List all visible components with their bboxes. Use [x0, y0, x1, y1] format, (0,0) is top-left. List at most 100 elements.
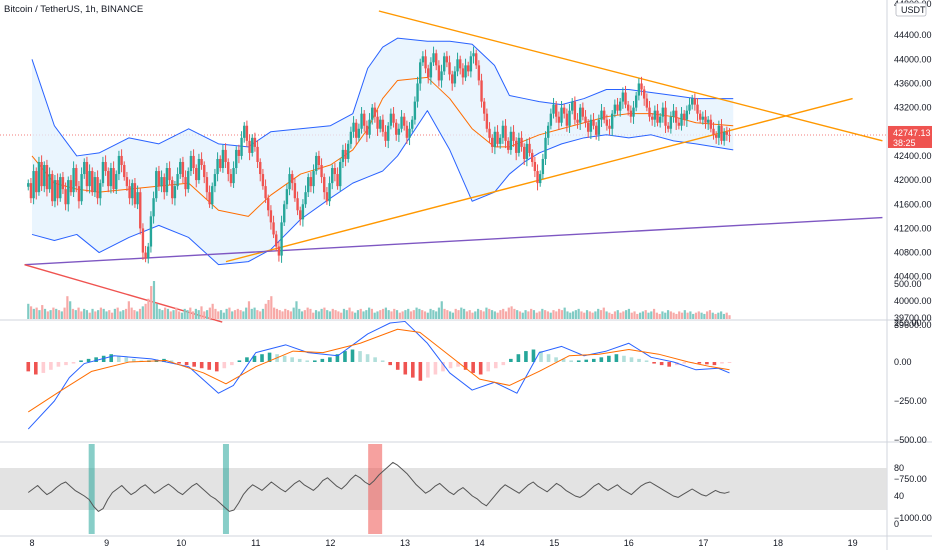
volume-bar [395, 310, 399, 319]
macd-histogram-bar [86, 358, 91, 362]
volume-bar [169, 311, 172, 319]
volume-bar [423, 311, 427, 319]
volume-bar [46, 311, 49, 319]
volume-bar [38, 310, 41, 319]
volume-bar [71, 308, 75, 319]
candle-body [594, 125, 598, 135]
volume-bar [577, 308, 580, 319]
candle-body [365, 125, 369, 135]
volume-bar [499, 310, 502, 319]
candle-body [283, 204, 286, 223]
volume-bar [197, 310, 200, 319]
candle-body [357, 128, 361, 138]
candle-body [661, 107, 665, 117]
volume-bar [376, 311, 379, 319]
macd-histogram-bar [629, 357, 634, 362]
candle-body [491, 137, 494, 147]
candle-body [323, 177, 326, 193]
macd-histogram-bar [109, 354, 114, 362]
candle-body [392, 113, 395, 123]
candle-body [187, 171, 190, 190]
volume-bar [267, 300, 270, 319]
macd-histogram-bar [64, 362, 68, 366]
candle-body [461, 68, 465, 78]
candle-body [536, 171, 539, 184]
price-tick-label: 43200.00 [894, 103, 932, 113]
macd-histogram-bar [199, 362, 204, 369]
candle-body [549, 113, 553, 126]
volume-bar [340, 312, 343, 319]
volume-bar [52, 307, 55, 319]
volume-bar [379, 310, 382, 319]
candle-body [56, 180, 59, 199]
candle-body [163, 177, 166, 193]
volume-bar [175, 307, 178, 319]
candle-body [581, 107, 585, 117]
time-tick-label: 10 [176, 538, 186, 548]
macd-histogram-bar [358, 351, 362, 362]
volume-bar [180, 312, 184, 319]
candle-body [312, 171, 315, 187]
volume-bar [546, 311, 550, 319]
price-tick-label: 39600.00 [894, 320, 932, 330]
volume-bar [597, 308, 600, 319]
candle-body [589, 119, 593, 132]
volume-bar [130, 307, 133, 319]
candle-body [666, 125, 670, 129]
macd-histogram-bar [584, 359, 589, 362]
candle-body [299, 210, 302, 220]
volume-bar [518, 311, 522, 319]
candle-body [483, 101, 486, 114]
candle-body [443, 56, 446, 72]
volume-bar [102, 308, 105, 319]
volume-bar [119, 311, 122, 319]
candle-body [96, 177, 99, 199]
volume-bar [228, 307, 231, 319]
candle-body [656, 110, 659, 123]
volume-bar [460, 307, 463, 319]
candle-body [123, 165, 126, 178]
price-tick-label: 41200.00 [894, 223, 932, 233]
candle-body [448, 62, 451, 75]
volume-bar [342, 308, 346, 319]
candle-body [637, 83, 641, 96]
volume-bar [694, 312, 698, 319]
volume-bar [557, 308, 561, 319]
volume-bar [507, 307, 510, 319]
macd-histogram-bar [486, 362, 491, 372]
macd-histogram-bar [132, 358, 136, 362]
volume-bar [583, 312, 586, 319]
macd-histogram-bar [297, 358, 302, 362]
bollinger-lower [31, 110, 734, 266]
candle-body [544, 137, 547, 159]
macd-histogram-bar [214, 362, 219, 372]
volume-bar [418, 308, 421, 319]
volume-bar [463, 308, 466, 319]
rsi-highlight [222, 444, 229, 534]
volume-bar [222, 312, 225, 319]
volume-bar [471, 312, 474, 319]
macd-histogram-bar [380, 360, 385, 362]
volume-bar [440, 301, 443, 319]
macd-histogram-bar [169, 360, 174, 362]
volume-bar [373, 312, 376, 319]
price-tick-label: 42000.00 [894, 175, 932, 185]
candle-body [459, 59, 462, 69]
candle-body [208, 192, 211, 205]
candle-body [101, 161, 105, 184]
candle-body [64, 189, 67, 205]
volume-bar [535, 312, 538, 319]
candle-body [547, 125, 550, 138]
time-tick-label: 15 [549, 538, 559, 548]
candle-body [480, 80, 483, 102]
volume-bar [563, 307, 566, 319]
candle-body [642, 89, 646, 99]
volume-bar [94, 311, 97, 319]
volume-bar [538, 311, 541, 319]
candle-body [432, 53, 435, 63]
candle-body [373, 107, 377, 117]
candle-body [189, 155, 193, 172]
candle-body [472, 53, 475, 57]
volume-bar [437, 307, 441, 319]
